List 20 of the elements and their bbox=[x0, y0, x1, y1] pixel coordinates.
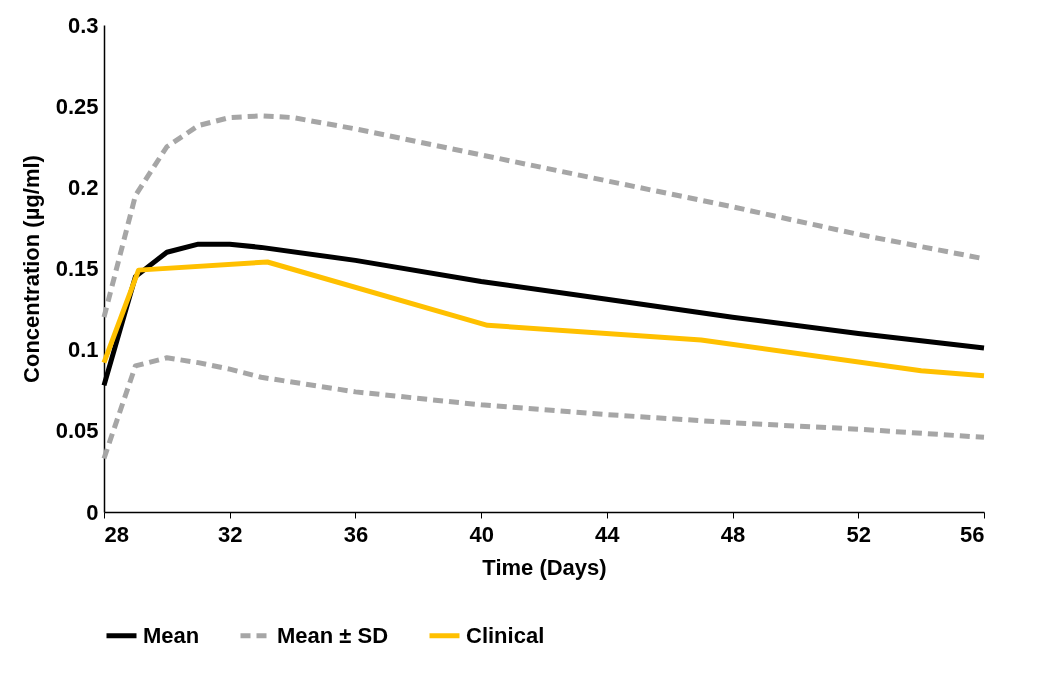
x-tick-label: 44 bbox=[595, 521, 621, 547]
legend-label: Clinical bbox=[466, 622, 545, 648]
y-tick-label: 0 bbox=[86, 499, 99, 525]
y-tick-label: 0.2 bbox=[67, 174, 99, 200]
x-axis-title: Time (Days) bbox=[482, 554, 607, 580]
y-tick-label: 0.05 bbox=[55, 418, 99, 444]
legend-label: Mean bbox=[143, 622, 200, 648]
y-axis-title: Concentration (µg/ml) bbox=[18, 155, 44, 383]
x-tick-label: 32 bbox=[217, 521, 243, 547]
y-tick-label: 0.15 bbox=[55, 256, 99, 281]
legend-label: Mean ± SD bbox=[277, 622, 389, 648]
x-tick-label: 36 bbox=[343, 521, 369, 547]
x-tick-label: 48 bbox=[720, 521, 746, 547]
x-tick-label: 28 bbox=[104, 521, 129, 547]
x-tick-label: 40 bbox=[469, 521, 494, 547]
x-tick-label: 52 bbox=[846, 521, 872, 547]
y-tick-label: 0.3 bbox=[67, 12, 99, 38]
y-tick-label: 0.25 bbox=[55, 93, 99, 119]
y-tick-label: 0.1 bbox=[67, 337, 99, 363]
x-tick-label: 56 bbox=[960, 521, 985, 547]
